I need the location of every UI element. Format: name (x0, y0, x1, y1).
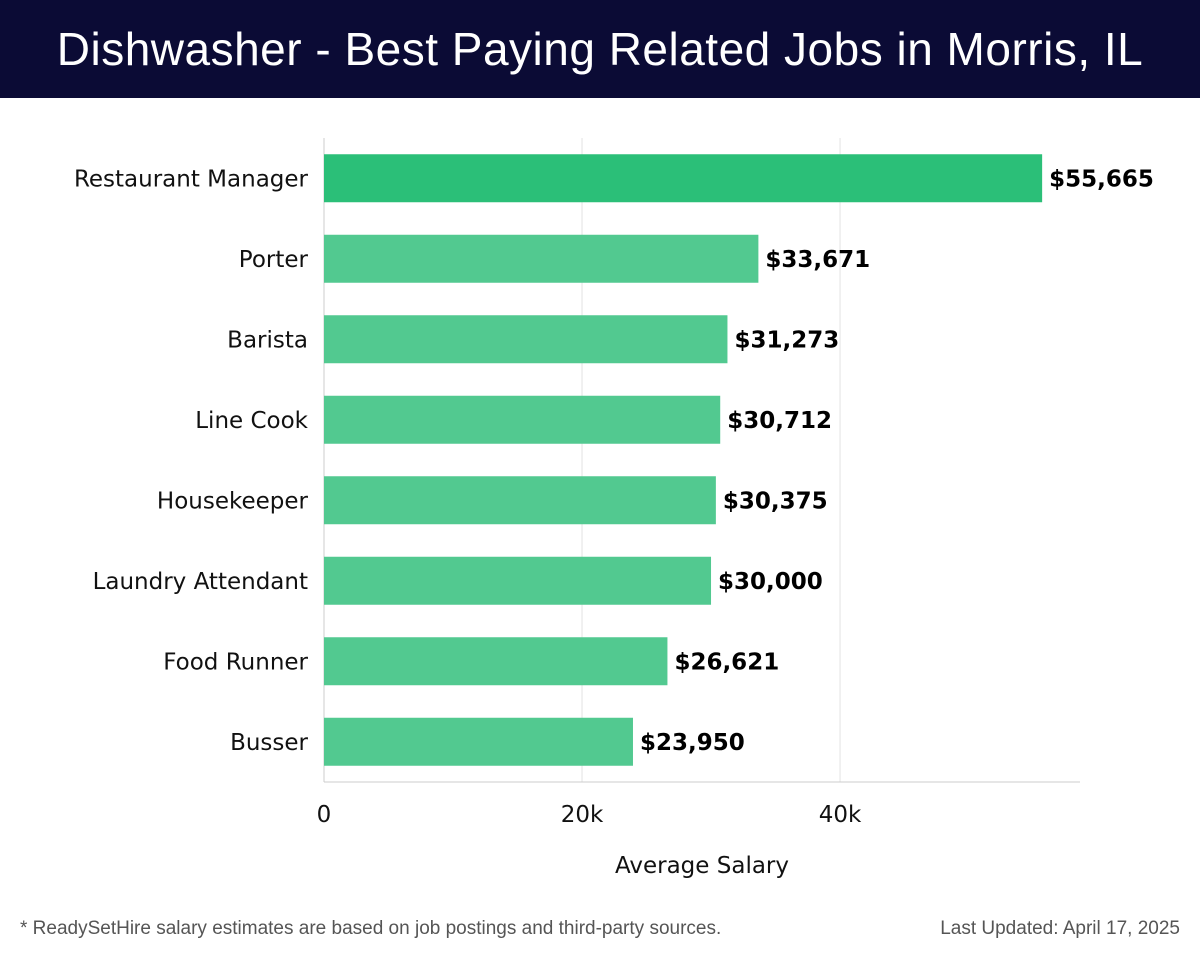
value-label-0: $55,665 (1049, 166, 1154, 192)
value-label-5: $30,000 (718, 569, 823, 595)
x-axis-title: Average Salary (615, 853, 789, 879)
value-label-6: $26,621 (674, 649, 779, 675)
category-label-7: Busser (230, 730, 308, 756)
bar-0 (324, 154, 1043, 203)
bar-7 (324, 717, 633, 766)
category-label-6: Food Runner (163, 649, 308, 675)
x-tick-label-1: 20k (561, 802, 604, 828)
bar-2 (324, 315, 728, 364)
value-label-7: $23,950 (640, 730, 745, 756)
last-updated: Last Updated: April 17, 2025 (940, 918, 1180, 939)
bar-1 (324, 234, 759, 283)
value-label-4: $30,375 (723, 488, 828, 514)
value-label-1: $33,671 (765, 247, 870, 273)
category-label-1: Porter (239, 247, 309, 273)
footer-note: * ReadySetHire salary estimates are base… (20, 918, 722, 939)
category-label-3: Line Cook (195, 408, 308, 434)
salary-bar-chart: Restaurant Manager $55,665 Porter $33,671 Ba… (74, 138, 1154, 879)
category-label-5: Laundry Attendant (93, 569, 308, 595)
bar-4 (324, 476, 716, 525)
x-tick-label-2: 40k (819, 802, 862, 828)
category-label-4: Housekeeper (157, 488, 309, 514)
bar-3 (324, 395, 721, 444)
bar-5 (324, 556, 712, 605)
category-label-2: Barista (227, 327, 308, 353)
value-label-3: $30,712 (727, 408, 832, 434)
bar-6 (324, 637, 668, 686)
value-label-2: $31,273 (734, 327, 839, 353)
x-tick-label-0: 0 (317, 802, 332, 828)
page-title: Dishwasher - Best Paying Related Jobs in… (56, 23, 1144, 75)
category-label-0: Restaurant Manager (74, 166, 309, 192)
title-banner: Dishwasher - Best Paying Related Jobs in… (0, 0, 1200, 98)
